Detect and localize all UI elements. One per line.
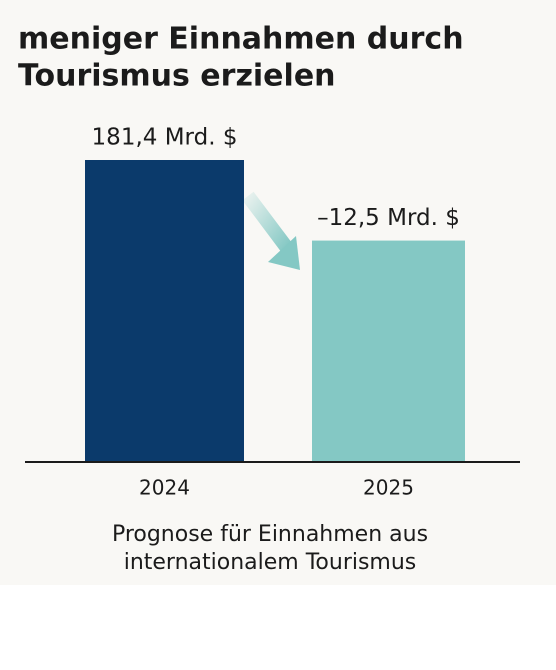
bar [312, 240, 465, 462]
chart-title: Tourismus erzielen [18, 59, 336, 94]
caption: internationalem Tourismus [124, 550, 417, 575]
x-tick-label: 2024 [139, 476, 190, 500]
caption: Prognose für Einnahmen aus [112, 522, 428, 547]
annotation: –12,5 Mrd. $ [317, 205, 460, 231]
decrease-arrow [242, 191, 300, 270]
chart-title: meniger Einnahmen durch [18, 22, 464, 57]
x-tick-label: 2025 [363, 476, 414, 500]
value-label: 181,4 Mrd. $ [92, 125, 238, 151]
bar [85, 160, 244, 462]
